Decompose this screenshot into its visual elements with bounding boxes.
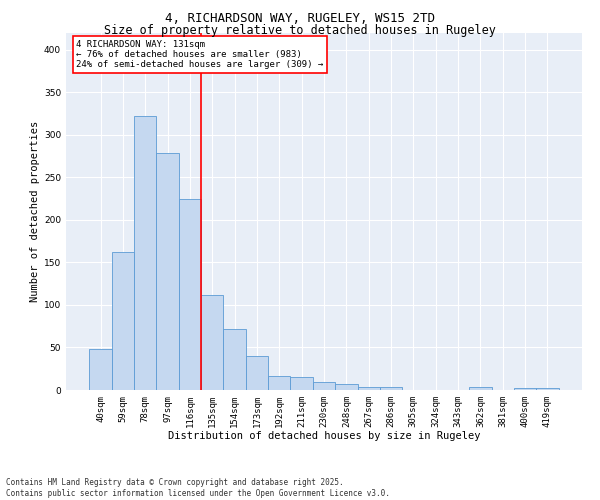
Text: Size of property relative to detached houses in Rugeley: Size of property relative to detached ho… bbox=[104, 24, 496, 37]
Bar bbox=[179, 200, 201, 390]
Bar bbox=[134, 116, 157, 390]
Bar bbox=[380, 388, 402, 390]
Text: 4, RICHARDSON WAY, RUGELEY, WS15 2TD: 4, RICHARDSON WAY, RUGELEY, WS15 2TD bbox=[165, 12, 435, 26]
Text: Contains HM Land Registry data © Crown copyright and database right 2025.
Contai: Contains HM Land Registry data © Crown c… bbox=[6, 478, 390, 498]
Bar bbox=[514, 388, 536, 390]
Bar bbox=[335, 384, 358, 390]
Bar bbox=[112, 252, 134, 390]
Bar bbox=[358, 386, 380, 390]
Bar bbox=[313, 382, 335, 390]
Bar bbox=[536, 388, 559, 390]
Bar bbox=[223, 328, 246, 390]
Bar bbox=[157, 154, 179, 390]
Text: 4 RICHARDSON WAY: 131sqm
← 76% of detached houses are smaller (983)
24% of semi-: 4 RICHARDSON WAY: 131sqm ← 76% of detach… bbox=[76, 40, 323, 70]
Y-axis label: Number of detached properties: Number of detached properties bbox=[30, 120, 40, 302]
Bar bbox=[268, 376, 290, 390]
Bar bbox=[246, 356, 268, 390]
X-axis label: Distribution of detached houses by size in Rugeley: Distribution of detached houses by size … bbox=[168, 432, 480, 442]
Bar bbox=[290, 377, 313, 390]
Bar bbox=[89, 349, 112, 390]
Bar bbox=[469, 386, 491, 390]
Bar bbox=[201, 294, 223, 390]
